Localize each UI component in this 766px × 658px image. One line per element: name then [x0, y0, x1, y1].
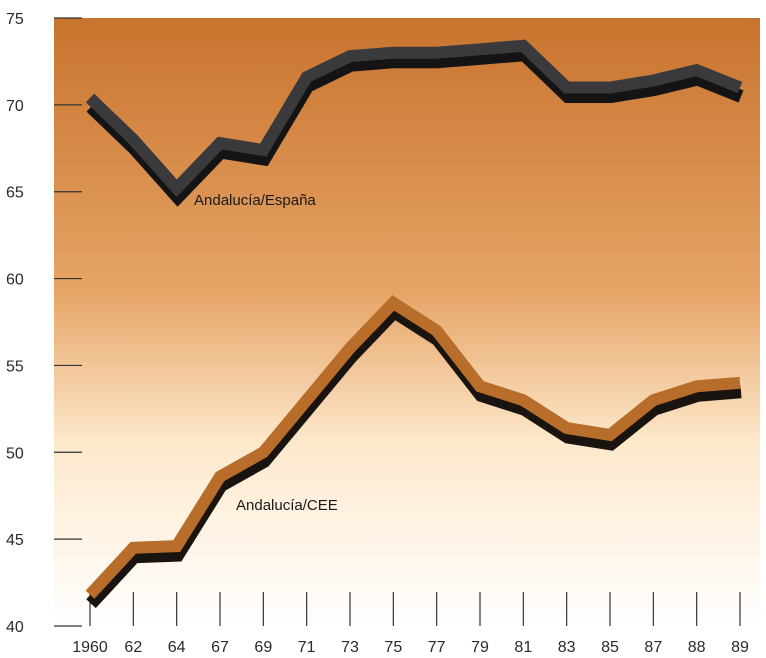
y-tick-label: 55 — [6, 358, 24, 375]
x-tick-label: 77 — [428, 639, 446, 656]
data-point — [133, 139, 134, 140]
data-point — [90, 594, 91, 595]
data-point — [696, 386, 697, 387]
data-point — [220, 143, 221, 144]
data-point — [566, 87, 567, 88]
data-point — [133, 547, 134, 548]
data-point — [480, 386, 481, 387]
series-line-1 — [85, 295, 741, 599]
data-point — [523, 400, 524, 401]
y-tick-label: 60 — [6, 272, 24, 289]
x-tick-label: 75 — [384, 639, 402, 656]
data-point — [610, 434, 611, 435]
data-point — [263, 150, 264, 151]
x-tick-label: 81 — [514, 639, 532, 656]
y-tick-label: 50 — [6, 445, 24, 462]
data-point — [350, 56, 351, 57]
data-point — [480, 49, 481, 50]
data-point — [90, 97, 91, 98]
x-tick-label: 62 — [124, 639, 142, 656]
y-tick-label: 65 — [6, 185, 24, 202]
x-tick-label: 85 — [601, 639, 619, 656]
x-tick-label: 71 — [298, 639, 316, 656]
data-point — [523, 45, 524, 46]
data-point — [306, 77, 307, 78]
x-tick-label: 88 — [688, 639, 706, 656]
x-tick-label: 89 — [731, 639, 749, 656]
data-point — [740, 87, 741, 88]
data-point — [263, 452, 264, 453]
data-point — [436, 330, 437, 331]
x-tick-label: 87 — [644, 639, 662, 656]
data-point — [653, 400, 654, 401]
axes: 40 45 50 55 60 65 70 75 1960 62 64 67 69 71 73 75 77 79 81… — [6, 11, 749, 656]
y-tick-label: 45 — [6, 532, 24, 549]
labels-layer: Andalucía/España Andalucía/CEE — [194, 192, 338, 514]
y-tick-label: 75 — [6, 11, 24, 28]
data-point — [306, 400, 307, 401]
data-point — [696, 70, 697, 71]
data-point — [176, 188, 177, 189]
data-point — [610, 87, 611, 88]
data-point — [393, 302, 394, 303]
y-tick-label: 70 — [6, 98, 24, 115]
data-point — [566, 428, 567, 429]
data-point — [220, 476, 221, 477]
x-tick-label: 73 — [341, 639, 359, 656]
data-point — [350, 348, 351, 349]
data-point — [176, 546, 177, 547]
x-tick-label: 79 — [471, 639, 489, 656]
series-shadow-0 — [86, 48, 744, 207]
x-tick-label: 69 — [254, 639, 272, 656]
y-tick-label: 40 — [6, 619, 24, 636]
data-point — [740, 382, 741, 383]
series-label-andalucia-espana: Andalucía/España — [194, 192, 316, 209]
x-tick-label: 67 — [211, 639, 229, 656]
data-point — [653, 80, 654, 81]
series-line-0 — [85, 39, 743, 198]
data-point — [393, 52, 394, 53]
x-tick-label: 1960 — [72, 639, 108, 656]
data-point — [436, 52, 437, 53]
series-layer — [85, 39, 744, 609]
x-tick-label: 83 — [558, 639, 576, 656]
series-label-andalucia-cee: Andalucía/CEE — [236, 497, 338, 514]
x-tick-label: 64 — [168, 639, 186, 656]
